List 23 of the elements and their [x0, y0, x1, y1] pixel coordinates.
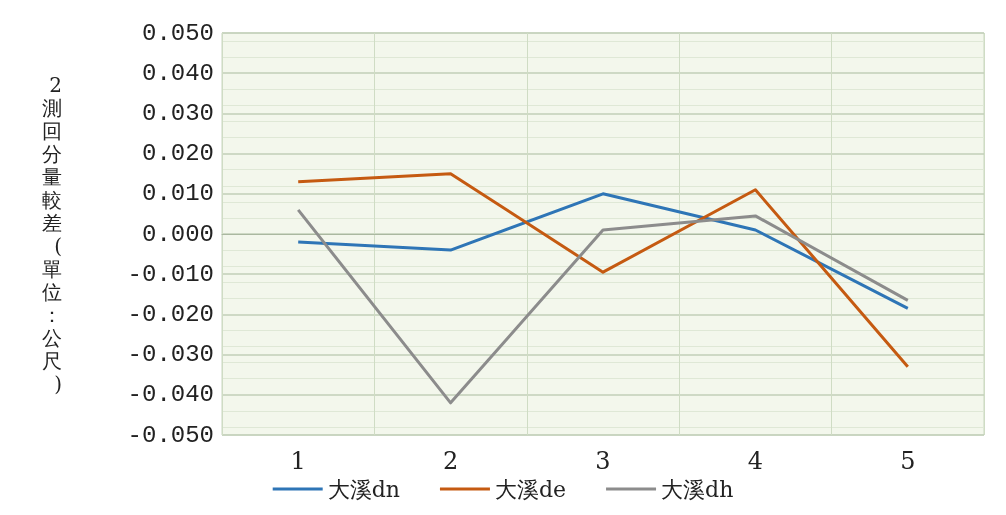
x-tick-label: 1	[290, 447, 306, 475]
line-series	[296, 208, 910, 405]
y-tick-label: -0.020	[127, 300, 214, 328]
x-tick-label: 2	[442, 447, 459, 475]
text: 2測回分量較差(單位：公尺)	[42, 72, 62, 396]
y-tick-label: 0.020	[141, 140, 214, 168]
line-series	[296, 192, 910, 310]
x-tick-label: 4	[747, 447, 764, 475]
x-tick-label: 5	[900, 447, 916, 475]
y-tick-label: 0.010	[141, 180, 214, 208]
y-tick-label: -0.050	[127, 421, 214, 449]
legend-label: 大溪dn	[327, 476, 400, 502]
line-series	[296, 172, 910, 369]
y-tick-label: -0.040	[127, 381, 214, 409]
x-tick-label: 3	[595, 447, 611, 475]
y-tick-label: -0.030	[127, 341, 214, 369]
legend-label: 大溪dh	[661, 476, 734, 502]
y-tick-label: 0.000	[141, 220, 214, 248]
y-tick-label: 0.050	[141, 19, 214, 47]
y-tick-label: 0.030	[141, 99, 214, 127]
y-tick-label: 0.040	[141, 59, 214, 87]
y-tick-label: -0.010	[127, 260, 214, 288]
legend-label: 大溪de	[494, 476, 567, 502]
